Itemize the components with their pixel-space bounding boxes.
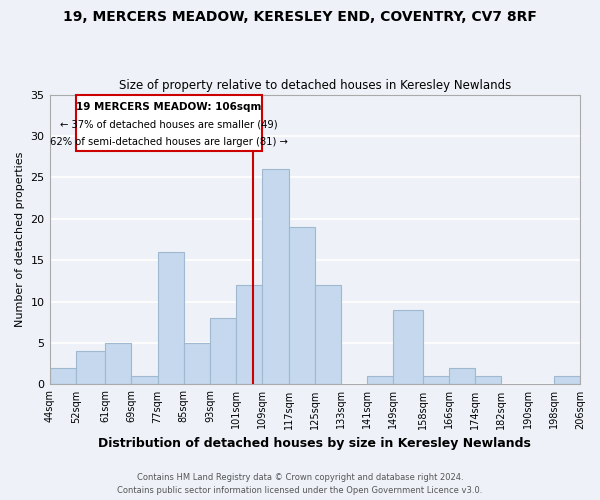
Text: ← 37% of detached houses are smaller (49): ← 37% of detached houses are smaller (49…	[60, 120, 278, 130]
Text: 19, MERCERS MEADOW, KERESLEY END, COVENTRY, CV7 8RF: 19, MERCERS MEADOW, KERESLEY END, COVENT…	[63, 10, 537, 24]
Text: 62% of semi-detached houses are larger (81) →: 62% of semi-detached houses are larger (…	[50, 137, 288, 147]
Bar	[262, 169, 289, 384]
Text: 19 MERCERS MEADOW: 106sqm: 19 MERCERS MEADOW: 106sqm	[76, 102, 262, 112]
Bar	[158, 252, 184, 384]
FancyBboxPatch shape	[76, 94, 262, 151]
Title: Size of property relative to detached houses in Keresley Newlands: Size of property relative to detached ho…	[119, 79, 511, 92]
Bar	[76, 352, 105, 384]
X-axis label: Distribution of detached houses by size in Keresley Newlands: Distribution of detached houses by size …	[98, 437, 531, 450]
Bar	[315, 285, 341, 384]
Bar	[210, 318, 236, 384]
Bar	[131, 376, 158, 384]
Bar	[184, 343, 210, 384]
Bar	[367, 376, 394, 384]
Bar	[554, 376, 580, 384]
Bar	[475, 376, 502, 384]
Y-axis label: Number of detached properties: Number of detached properties	[15, 152, 25, 327]
Bar	[449, 368, 475, 384]
Bar	[50, 368, 76, 384]
Bar	[423, 376, 449, 384]
Text: Contains HM Land Registry data © Crown copyright and database right 2024.
Contai: Contains HM Land Registry data © Crown c…	[118, 474, 482, 495]
Bar	[236, 285, 262, 384]
Bar	[289, 227, 315, 384]
Bar	[105, 343, 131, 384]
Bar	[394, 310, 423, 384]
